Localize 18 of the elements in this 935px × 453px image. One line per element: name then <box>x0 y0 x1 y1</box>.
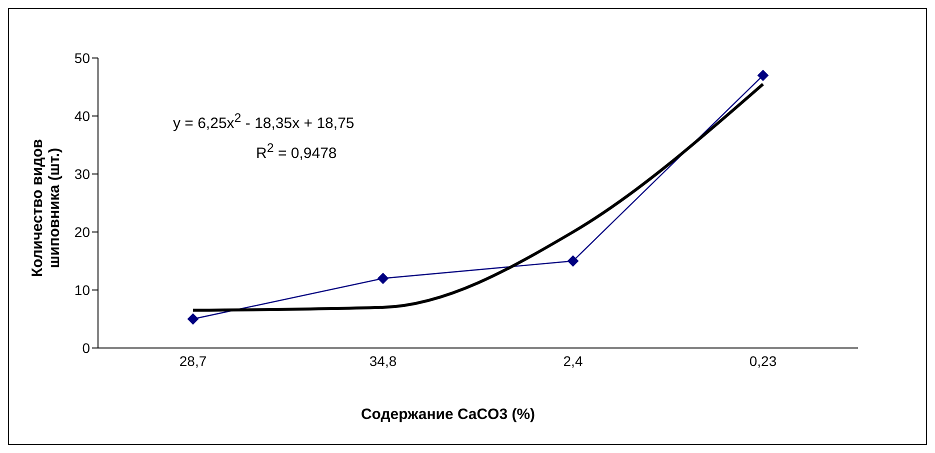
y-tick-label: 0 <box>82 340 90 356</box>
x-tick-label: 2,4 <box>563 352 583 369</box>
y-tick-label: 20 <box>74 224 90 240</box>
x-tick-label: 28,7 <box>179 352 207 369</box>
y-tick-label: 50 <box>74 50 90 66</box>
annotation: R$^{2}$ = 0,9478 <box>256 141 337 162</box>
point <box>188 314 198 324</box>
y-tick-label: 30 <box>74 166 90 182</box>
point <box>378 272 388 284</box>
y-tick-label: 10 <box>74 282 90 298</box>
point <box>758 70 768 81</box>
y-axis-title: Количество видов шиповника (шт.) <box>29 139 63 277</box>
x-axis-title: Содержание CaCO3 (%) <box>360 406 536 423</box>
x-tick-label: 0,23 <box>749 352 777 369</box>
y-tick-label: 40 <box>74 108 90 124</box>
annotation: y = 6,25x$^{2}$ - 18,35x + 18,75 <box>173 111 354 132</box>
point <box>568 256 578 266</box>
x-tick-label: 34,8 <box>369 352 397 369</box>
